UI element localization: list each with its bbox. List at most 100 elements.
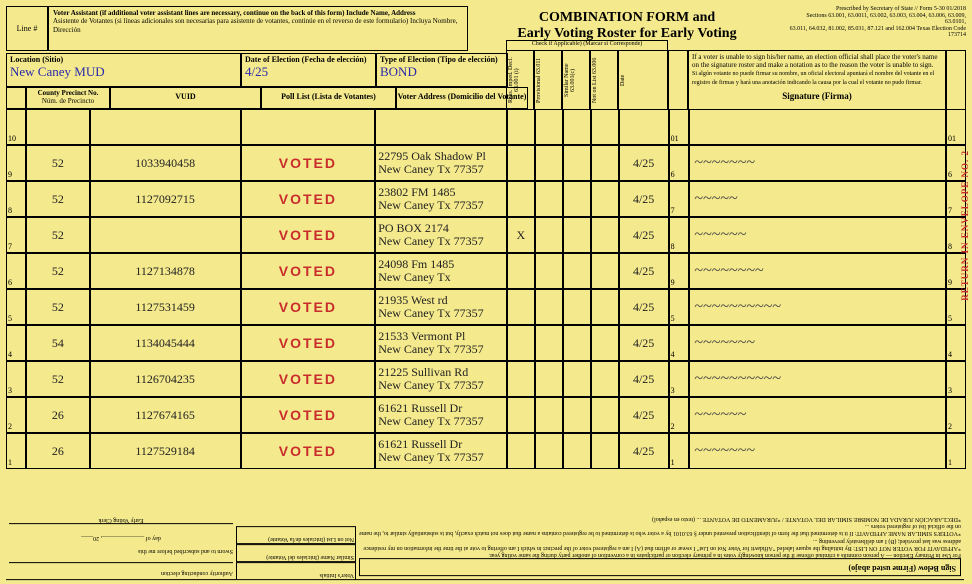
vuid-cell: 1134045444 — [90, 325, 241, 361]
vuid-cell: 1127134878 — [90, 253, 241, 289]
primary-warning: For Use in Primary Election — A person c… — [359, 551, 961, 558]
address-cell — [375, 109, 507, 145]
date-cell: 4/25 — [619, 433, 669, 469]
affidavit-2: *VOTER'S SIMILAR NAME AFFIDAVIT: If it i… — [359, 522, 961, 536]
row-number-right: 2 — [669, 397, 689, 433]
row-number-right: 1 — [669, 433, 689, 469]
check-applicable-label: Check if Applicable) (Marcar si Correspo… — [506, 40, 668, 50]
poll-list-cell: VOTED — [241, 181, 376, 217]
prescribe-3: 63.011, 64.032, 81.002, 85.031, 87.121 a… — [790, 26, 966, 32]
address-cell: PO BOX 2174New Caney Tx 77357 — [375, 217, 507, 253]
row-number-right: 01 — [669, 109, 689, 145]
row-number-left: 10 — [6, 109, 26, 145]
poll-list-cell: VOTED — [241, 253, 376, 289]
check-4 — [591, 217, 619, 253]
vuid-cell: 1127674165 — [90, 397, 241, 433]
box-similar-name: Similar Name (Iniciales del Votante) — [236, 544, 356, 562]
signature-instructions: If a voter is unable to sign his/her nam… — [688, 50, 946, 110]
row-number-left: 7 — [6, 217, 26, 253]
toe-value: BOND — [380, 64, 417, 79]
roster-rows: 1001019521033940458VOTED22795 Oak Shadow… — [6, 109, 966, 469]
row-number-far-right: 1 — [946, 433, 966, 469]
roster-row: 2261127674165VOTED61621 Russell DrNew Ca… — [6, 397, 966, 433]
signature-label: Signature (Firma) — [692, 91, 942, 101]
box-not-on-list: Not on List (Iniciales de/la Votante) — [236, 526, 356, 544]
row-number-left: 9 — [6, 145, 26, 181]
col-similar-name: Similar Name 63.001(c) — [562, 50, 590, 110]
prescribe-2: Sections 63.001, 63.0011, 63.002, 63.003… — [806, 13, 966, 26]
row-number-left: 4 — [6, 325, 26, 361]
signature-cell: ~~~~~~ — [689, 397, 946, 433]
row-number-right: 8 — [669, 217, 689, 253]
poll-list-cell: VOTED — [241, 397, 376, 433]
row-number-far-right: 3 — [946, 361, 966, 397]
check-2 — [535, 325, 563, 361]
precinct-cell: 52 — [26, 361, 90, 397]
sig-es: Si algún votante no puede firmar su nomb… — [692, 71, 934, 86]
check-4 — [591, 181, 619, 217]
address-cell: 22795 Oak Shadow PlNew Caney Tx 77357 — [375, 145, 507, 181]
poll-list-cell: VOTED — [241, 325, 376, 361]
vuid-cell: 1033940458 — [90, 145, 241, 181]
precinct-cell: 52 — [26, 145, 90, 181]
date-cell: 4/25 — [619, 145, 669, 181]
check-1 — [507, 397, 535, 433]
check-2 — [535, 181, 563, 217]
authority-section: Authority conducting election Sworn to a… — [6, 512, 236, 580]
roster-row: 100101 — [6, 109, 966, 145]
bottom-flipped-section: Sign Below (Firme usted abajo) For Use i… — [6, 512, 964, 580]
authority-label: Authority conducting election — [9, 562, 233, 576]
address-cell: 21225 Sullivan RdNew Caney Tx 77357 — [375, 361, 507, 397]
address-cell: 24098 Fm 1485New Caney Tx — [375, 253, 507, 289]
line-number-box: Line # — [6, 6, 48, 51]
signature-cell: ~~~~~~~ — [689, 433, 946, 469]
row-number-far-right: 4 — [946, 325, 966, 361]
check-1 — [507, 109, 535, 145]
roster-row: 3521126704235VOTED21225 Sullivan RdNew C… — [6, 361, 966, 397]
roster-row: 8521127092715VOTED23802 FM 1485New Caney… — [6, 181, 966, 217]
affidavit-1: *AFFIDAVIT FOR VOTER NOT ON LIST: By ini… — [359, 536, 961, 550]
return-envelope-label: RETURN IN ENVELOPE NO. 2 — [960, 150, 970, 301]
check-2 — [535, 109, 563, 145]
check-1 — [507, 289, 535, 325]
check-3 — [563, 433, 591, 469]
address-cell: 61621 Russell DrNew Caney Tx 77357 — [375, 397, 507, 433]
precinct-cell: 54 — [26, 325, 90, 361]
affidavit-es: *DECLARACIÓN JURADA DE NOMBRE SIMILAR DE… — [359, 515, 961, 522]
roster-row: 9521033940458VOTED22795 Oak Shadow PlNew… — [6, 145, 966, 181]
toe-label: Type of Election (Tipo de elección) — [380, 55, 498, 64]
check-4 — [591, 433, 619, 469]
day-of-text: day of ______________, 20____ — [9, 534, 233, 541]
poll-list-cell: VOTED — [241, 145, 376, 181]
vuid-cell: 1126704235 — [90, 361, 241, 397]
poll-list-header: Poll List (Lista de Votantes) — [261, 87, 396, 109]
check-4 — [591, 397, 619, 433]
row-number-right: 6 — [669, 145, 689, 181]
election-date-field: Date of Election (Fecha de elección) 4/2… — [241, 53, 376, 87]
row-number-right: 5 — [669, 289, 689, 325]
sworn-text: Sworn to and subscribed before me this — [9, 547, 233, 554]
check-3 — [563, 289, 591, 325]
precinct-cell: 52 — [26, 181, 90, 217]
check-3 — [563, 361, 591, 397]
check-4 — [591, 325, 619, 361]
check-2 — [535, 145, 563, 181]
address-cell: 61621 Russell DrNew Caney Tx 77357 — [375, 433, 507, 469]
check-1 — [507, 433, 535, 469]
poll-list-cell: VOTED — [241, 289, 376, 325]
row-number-left: 1 — [6, 433, 26, 469]
roster-row: 4541134045444VOTED21533 Vermont PlNew Ca… — [6, 325, 966, 361]
row-number-right: 4 — [669, 325, 689, 361]
prescribe-1: Prescribed by Secretary of State // Form… — [836, 6, 966, 12]
check-4 — [591, 145, 619, 181]
check-1 — [507, 361, 535, 397]
check-3 — [563, 109, 591, 145]
check-2 — [535, 253, 563, 289]
precinct-cell: 26 — [26, 433, 90, 469]
check-3 — [563, 253, 591, 289]
prescribed-text: Prescribed by Secretary of State // Form… — [786, 6, 966, 51]
location-field: Location (Sitio) New Caney MUD — [6, 53, 241, 87]
clerk-label: Early Voting Clerk — [9, 515, 233, 523]
signature-cell: ~~~~~~~~~~ — [689, 289, 946, 325]
form-title-1: COMBINATION FORM and — [539, 10, 715, 25]
